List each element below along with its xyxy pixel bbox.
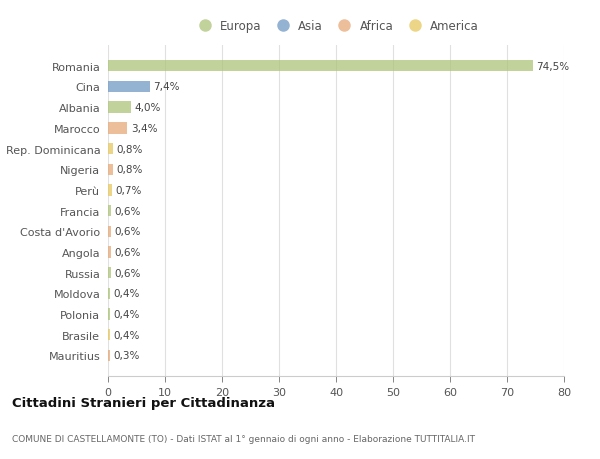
Text: 0,6%: 0,6% [115, 227, 141, 237]
Text: 0,4%: 0,4% [114, 309, 140, 319]
Text: 0,7%: 0,7% [115, 185, 142, 196]
Bar [108, 102, 131, 113]
Bar [108, 185, 112, 196]
Text: 0,3%: 0,3% [113, 351, 140, 361]
Text: 4,0%: 4,0% [134, 103, 161, 113]
Text: Cittadini Stranieri per Cittadinanza: Cittadini Stranieri per Cittadinanza [12, 396, 275, 409]
Bar [108, 61, 533, 72]
Text: 7,4%: 7,4% [154, 82, 180, 92]
Text: 0,4%: 0,4% [114, 330, 140, 340]
Bar [108, 309, 110, 320]
Text: 0,6%: 0,6% [115, 268, 141, 278]
Text: 3,4%: 3,4% [131, 123, 157, 134]
Bar [108, 330, 110, 341]
Bar [108, 268, 112, 279]
Bar [108, 206, 112, 217]
Bar [108, 144, 113, 155]
Bar [108, 123, 127, 134]
Bar [108, 82, 150, 93]
Text: 0,4%: 0,4% [114, 289, 140, 299]
Bar [108, 226, 112, 237]
Text: 0,8%: 0,8% [116, 165, 142, 175]
Legend: Europa, Asia, Africa, America: Europa, Asia, Africa, America [193, 21, 479, 34]
Text: 0,6%: 0,6% [115, 206, 141, 216]
Bar [108, 247, 112, 258]
Text: 0,6%: 0,6% [115, 247, 141, 257]
Bar [108, 288, 110, 299]
Bar [108, 164, 113, 175]
Bar [108, 350, 110, 361]
Text: 74,5%: 74,5% [536, 62, 569, 72]
Text: 0,8%: 0,8% [116, 144, 142, 154]
Text: COMUNE DI CASTELLAMONTE (TO) - Dati ISTAT al 1° gennaio di ogni anno - Elaborazi: COMUNE DI CASTELLAMONTE (TO) - Dati ISTA… [12, 434, 475, 442]
